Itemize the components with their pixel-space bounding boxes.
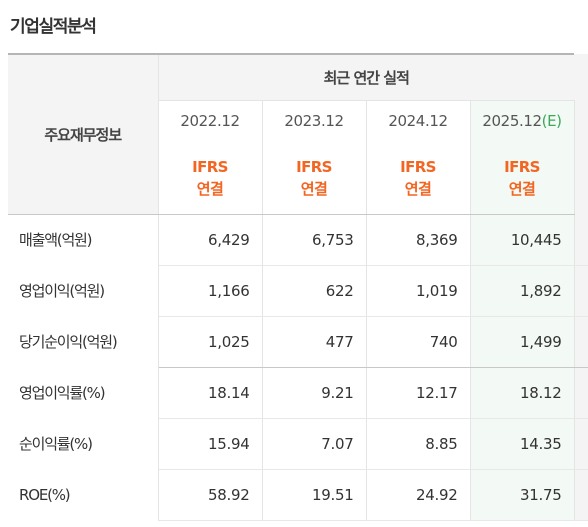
next-column-stub: [574, 54, 588, 100]
value-cell: 19.51: [262, 469, 367, 521]
value-cell: 1,499: [470, 316, 575, 368]
value-cell: 12.17: [366, 367, 471, 419]
value-cell: 7.07: [262, 418, 367, 470]
table-row: 순이익률(%) 15.94 7.07 8.85 14.35: [8, 418, 588, 470]
value-cell: 18.12: [470, 367, 575, 419]
table-row: 당기순이익(억원) 1,025 477 740 1,499: [8, 316, 588, 368]
basis-label: IFRS 연결: [366, 142, 471, 215]
row-label: ROE(%): [8, 469, 159, 520]
group-header: 최근 연간 실적: [158, 53, 574, 101]
table-row: ROE(%) 58.92 19.51 24.92 31.75: [8, 469, 588, 521]
value-cell: 1,892: [470, 265, 575, 317]
value-cell: 1,025: [158, 316, 263, 368]
financial-summary-table: 주요재무정보 최근 연간 실적 2022.12 2023.12 2024.12 …: [8, 53, 588, 521]
value-cell: 24.92: [366, 469, 471, 521]
value-cell: 8,369: [366, 214, 471, 266]
value-cell: 31.75: [470, 469, 575, 521]
value-cell: 622: [262, 265, 367, 317]
period-header-2023: 2023.12: [262, 100, 367, 142]
table-row: 영업이익(억원) 1,166 622 1,019 1,892: [8, 265, 588, 317]
value-cell: 8.85: [366, 418, 471, 470]
basis-label: IFRS 연결: [262, 142, 367, 215]
value-cell: 6,753: [262, 214, 367, 266]
period-header-2022: 2022.12: [158, 100, 263, 142]
table-row: 매출액(억원) 6,429 6,753 8,369 10,445: [8, 214, 588, 266]
section-title: 기업실적분석: [10, 17, 97, 37]
period-header-2024: 2024.12: [366, 100, 471, 142]
value-cell: 58.92: [158, 469, 263, 521]
value-cell: 477: [262, 316, 367, 368]
basis-label: IFRS 연결: [158, 142, 263, 215]
period-header-2025-estimate: 2025.12(E): [470, 100, 575, 142]
row-label: 영업이익(억원): [8, 265, 159, 316]
table-row: 영업이익률(%) 18.14 9.21 12.17 18.12: [8, 367, 588, 419]
basis-label: IFRS 연결: [470, 142, 575, 215]
estimate-marker: (E): [541, 112, 562, 131]
row-label: 영업이익률(%): [8, 367, 159, 418]
row-label: 당기순이익(억원): [8, 316, 159, 367]
corner-label: 주요재무정보: [8, 53, 159, 215]
value-cell: 18.14: [158, 367, 263, 419]
value-cell: 10,445: [470, 214, 575, 266]
value-cell: 740: [366, 316, 471, 368]
value-cell: 15.94: [158, 418, 263, 470]
row-label: 매출액(억원): [8, 214, 159, 265]
value-cell: 9.21: [262, 367, 367, 419]
value-cell: 1,019: [366, 265, 471, 317]
value-cell: 1,166: [158, 265, 263, 317]
value-cell: 14.35: [470, 418, 575, 470]
value-cell: 6,429: [158, 214, 263, 266]
row-label: 순이익률(%): [8, 418, 159, 469]
